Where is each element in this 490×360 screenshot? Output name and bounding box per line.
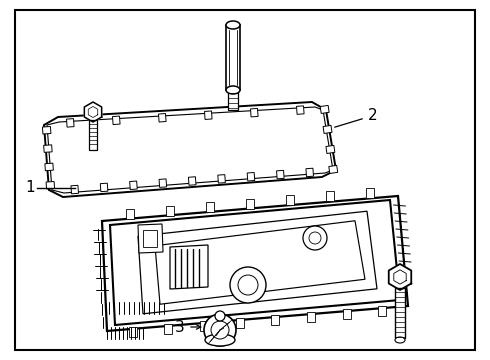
Bar [343,309,350,319]
Polygon shape [320,105,329,113]
Text: 2: 2 [368,108,378,122]
Polygon shape [204,111,212,120]
Bar [286,195,294,205]
Bar [165,324,172,334]
Bar [206,202,214,212]
Bar [226,25,240,90]
Polygon shape [389,264,411,290]
Polygon shape [110,200,400,325]
Polygon shape [218,175,225,183]
Bar [166,206,174,216]
Polygon shape [155,221,365,304]
Bar [89,120,97,150]
Ellipse shape [205,334,235,346]
Polygon shape [130,181,137,189]
Text: 1: 1 [25,180,35,195]
Polygon shape [326,145,335,153]
Circle shape [238,275,258,295]
Polygon shape [43,126,51,134]
Polygon shape [46,181,54,189]
Circle shape [211,321,229,339]
Text: 3: 3 [175,320,185,334]
Ellipse shape [226,86,240,94]
Polygon shape [47,107,333,193]
Polygon shape [170,245,208,289]
Polygon shape [45,163,53,171]
Circle shape [215,311,225,321]
Bar [378,306,386,316]
Polygon shape [67,119,74,127]
Bar [228,90,238,110]
Polygon shape [100,183,108,192]
Bar [326,192,334,201]
Polygon shape [306,168,314,177]
Circle shape [230,267,266,303]
Polygon shape [250,108,258,117]
Bar [236,318,244,328]
Polygon shape [276,170,284,179]
Polygon shape [44,145,52,152]
Bar [395,288,405,338]
Bar [126,209,134,219]
Circle shape [309,232,321,244]
Polygon shape [143,230,157,247]
Polygon shape [296,106,304,114]
Bar [200,321,208,331]
Polygon shape [189,177,196,185]
Bar [366,188,374,198]
Polygon shape [329,165,338,174]
Polygon shape [247,172,255,181]
Polygon shape [138,211,377,314]
Polygon shape [113,116,120,125]
Polygon shape [102,196,408,331]
Ellipse shape [395,337,405,343]
Ellipse shape [226,21,240,29]
Polygon shape [159,179,167,188]
Bar [129,328,137,337]
Polygon shape [138,224,163,253]
Bar [307,312,315,322]
Polygon shape [158,113,166,122]
Polygon shape [44,102,336,197]
Circle shape [204,314,236,346]
Bar [271,315,279,325]
Bar [246,198,254,208]
Polygon shape [84,102,101,122]
Polygon shape [71,185,78,194]
Circle shape [303,226,327,250]
Polygon shape [323,125,332,134]
